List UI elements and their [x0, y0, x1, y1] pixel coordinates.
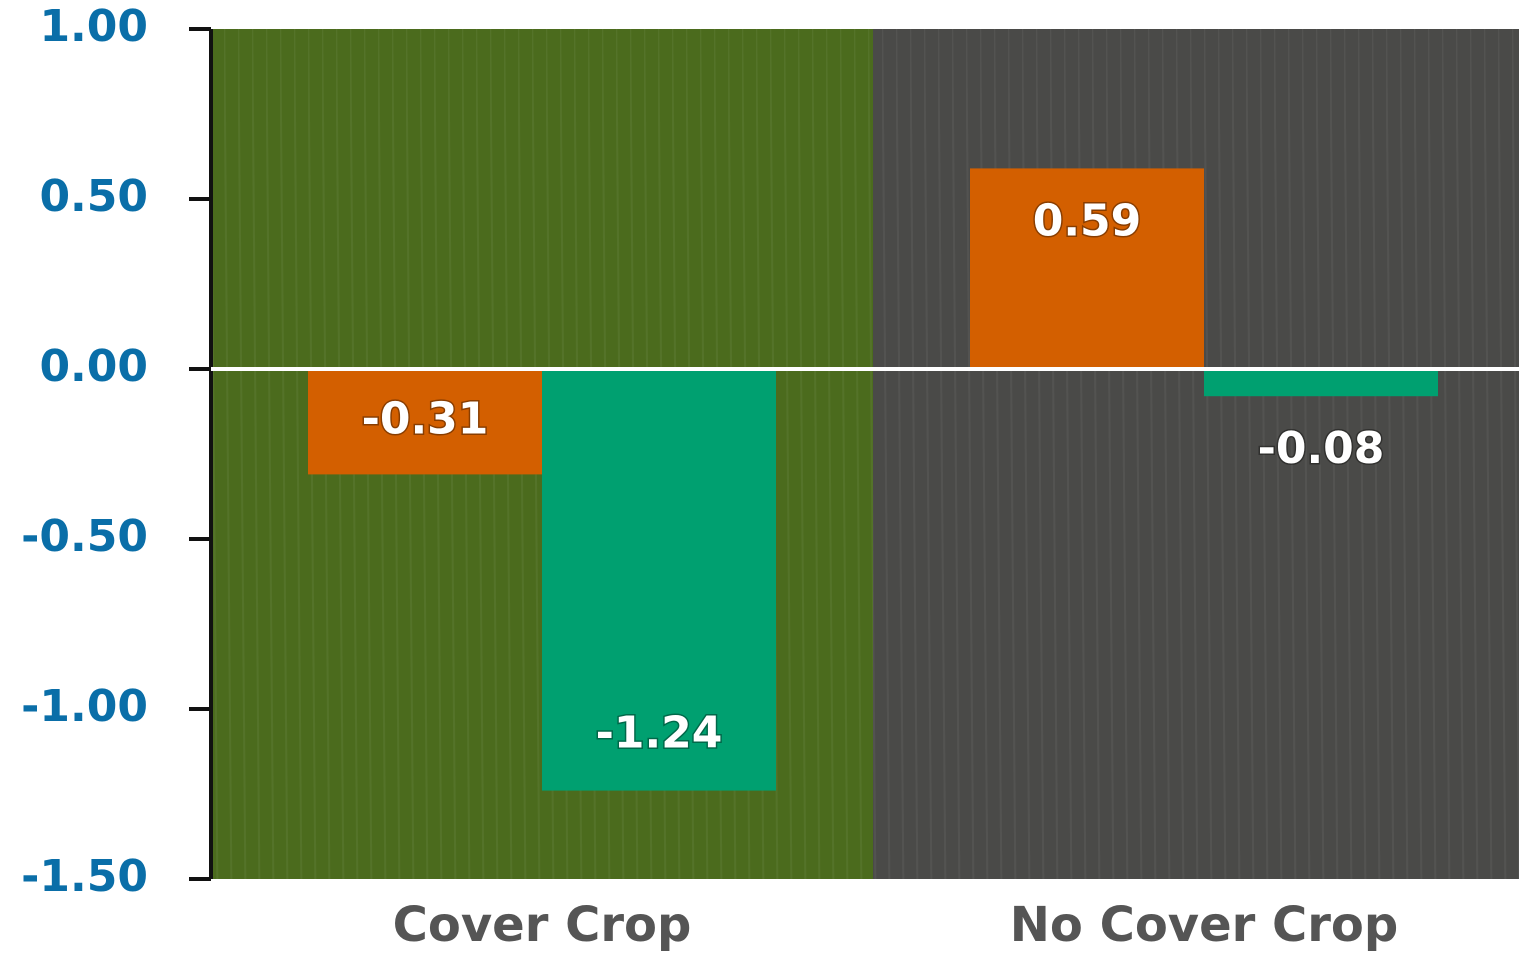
- value-label: -0.31: [362, 394, 489, 445]
- value-label: -0.08: [1258, 423, 1385, 474]
- y-tick-label: 0.00: [39, 341, 148, 392]
- y-tick-label: 0.50: [39, 171, 148, 222]
- bar: [970, 168, 1204, 369]
- y-tick-label: 1.00: [39, 1, 148, 52]
- y-tick-label: -1.50: [21, 851, 148, 902]
- y-tick-label: -0.50: [21, 511, 148, 562]
- x-tick-label: Cover Crop: [393, 897, 692, 953]
- y-tick-label: -1.00: [21, 681, 148, 732]
- x-tick-label: No Cover Crop: [1010, 897, 1399, 953]
- bar: [308, 369, 542, 475]
- value-label: -1.24: [596, 708, 723, 759]
- bar: [1204, 369, 1438, 397]
- value-label: 0.59: [1033, 195, 1142, 246]
- bar: [542, 369, 776, 791]
